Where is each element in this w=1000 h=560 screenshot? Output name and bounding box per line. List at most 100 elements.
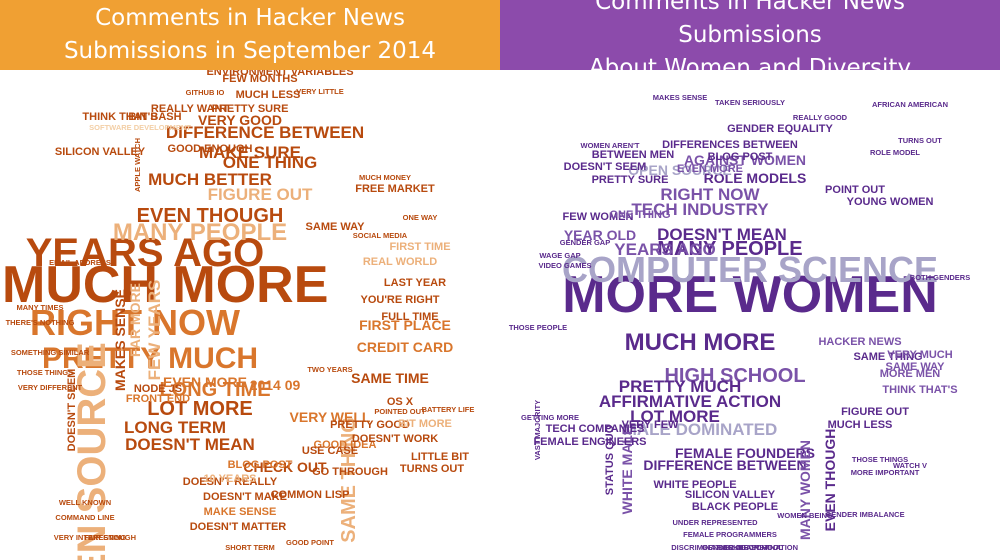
right-cloud-word: THINK THAT'S xyxy=(882,384,957,396)
right-cloud-word: MORE WOMEN xyxy=(562,266,938,324)
left-cloud-word: OS X xyxy=(387,396,414,408)
right-cloud-word: WOMEN BEING xyxy=(777,511,833,520)
left-cloud-word: THOSE THINGS xyxy=(17,368,73,377)
left-cloud-word: VERY GOOD xyxy=(198,112,282,128)
left-cloud-word: DOESN'T WORK xyxy=(352,433,438,445)
left-cloud-word: GOOD ENOUGH xyxy=(168,143,253,155)
left-cloud-word: MAKE SURE xyxy=(199,143,301,162)
right-cloud-word: WHITE PEOPLE xyxy=(653,479,736,491)
left-cloud-word: TWO YEARS xyxy=(307,365,352,374)
right-cloud-word: TECH INDUSTRY xyxy=(631,200,769,219)
left-cloud-word: GO THROUGH xyxy=(312,466,388,478)
left-cloud-word: 10 YEARS xyxy=(204,473,257,485)
left-cloud-word: SHORT TERM xyxy=(225,543,275,552)
right-cloud-word: FEMALE PROGRAMMERS xyxy=(683,530,777,539)
left-cloud-word: FAIR ENOUGH xyxy=(84,533,136,542)
left-cloud-word: MUCH MORE xyxy=(2,256,328,314)
left-cloud-word: TURNS OUT xyxy=(400,463,464,475)
left-cloud-word: APPLE WATCH xyxy=(133,138,142,192)
right-cloud-word: POINT OUT xyxy=(825,184,885,196)
left-cloud-word: GOOD POINT xyxy=(286,538,334,547)
left-cloud-word: FULL TIME xyxy=(381,311,438,323)
left-cloud-word: MUCH MONEY xyxy=(359,173,411,182)
right-cloud-word: MANY PEOPLE xyxy=(657,238,802,260)
right-cloud-word: AFRICAN AMERICAN xyxy=(872,100,948,109)
left-cloud-word: POINTED OUT xyxy=(374,407,426,416)
left-title-line-2: Submissions in September 2014 xyxy=(63,38,437,64)
right-cloud-word: OPEN SOURCE xyxy=(628,162,731,178)
right-cloud-word: EVEN MORE xyxy=(677,163,743,175)
right-cloud-word: REALLY GOOD xyxy=(793,113,848,122)
right-cloud-word: VIDEO GAMES xyxy=(539,261,592,270)
right-cloud-word: WOMEN AREN'T xyxy=(580,141,639,150)
left-cloud-word: DOESN'T MAKE xyxy=(203,491,287,503)
right-cloud-word: WATCH V xyxy=(893,461,927,470)
left-cloud-word: GOOD IDEA xyxy=(314,439,377,451)
right-cloud-word: GENDER DISCRIMINATION xyxy=(702,543,798,552)
left-cloud-word: SOCIAL MEDIA xyxy=(353,231,408,240)
left-cloud-word: THINK THAT'S xyxy=(82,111,157,123)
left-cloud-word: MUCH BETTER xyxy=(148,170,272,189)
right-cloud-word: TAKEN SERIOUSLY xyxy=(715,98,785,107)
right-cloud-word: MANY WOMEN xyxy=(797,440,813,540)
left-cloud-word: GITHUB IO xyxy=(186,88,225,97)
left-cloud-word: DOESN'T MATTER xyxy=(190,521,287,533)
right-cloud-word: FIGURE OUT xyxy=(841,406,909,418)
right-cloud-word: RIGHT NOW xyxy=(660,185,760,204)
right-cloud-word: GENDER GAP xyxy=(560,238,610,247)
right-cloud-word: DIFFERENCE BETWEEN xyxy=(643,457,806,473)
right-cloud-word: MAKES SENSE xyxy=(653,93,708,102)
left-cloud-word: DOESN'T REALLY xyxy=(183,476,278,488)
left-cloud-word: 2014 09 xyxy=(250,377,301,393)
left-cloud-word: EVEN THOUGH xyxy=(137,205,284,227)
left-cloud-word: LAST YEAR xyxy=(384,277,446,289)
right-cloud-word: YOUNG WOMEN xyxy=(847,196,934,208)
left-cloud-word: MUCH LESS xyxy=(236,89,301,101)
right-cloud-word: DISCRIMINATION AGAINST xyxy=(671,543,769,552)
right-cloud-word: GETTING MORE xyxy=(521,413,579,422)
left-cloud-word: MANY PEOPLE xyxy=(113,219,287,246)
left-cloud-word: USE CASE xyxy=(302,445,358,457)
right-cloud-word: TURNS OUT xyxy=(898,136,942,145)
left-cloud-word: MAKES SENSE xyxy=(112,289,128,391)
left-word-cloud-panel: Comments in Hacker News Submissions in S… xyxy=(0,0,500,560)
right-cloud-word: FEMALE FOUNDERS xyxy=(675,445,815,461)
left-cloud-word: THERE'S NOTHING xyxy=(6,318,75,327)
left-cloud-word: YOU'RE RIGHT xyxy=(360,294,439,306)
left-cloud-word: REAL WORLD xyxy=(363,256,437,268)
right-cloud-word: AGAINST WOMEN xyxy=(684,152,806,168)
left-cloud-word: RIGHT NOW xyxy=(30,302,240,343)
right-cloud-word: PRETTY SURE xyxy=(592,174,669,186)
left-title-line-1: Comments in Hacker News xyxy=(95,5,405,31)
left-cloud-word: BIT MORE xyxy=(398,418,452,430)
right-cloud-word: LOT MORE xyxy=(630,407,720,426)
left-cloud-word: OPEN SOURCE xyxy=(70,342,114,560)
right-cloud-word: HACKER NEWS xyxy=(818,336,901,348)
left-cloud-word: CREDIT CARD xyxy=(357,339,453,355)
left-panel-header: Comments in Hacker News Submissions in S… xyxy=(0,0,500,70)
right-cloud-word: SAME THING xyxy=(853,351,922,363)
left-cloud-word: REALLY WANT xyxy=(151,103,230,115)
left-cloud-word: DIFFERENCE BETWEEN xyxy=(166,123,364,142)
right-cloud-word: ROLE MODEL xyxy=(870,148,920,157)
left-cloud-word: YEARS AGO xyxy=(26,231,265,275)
right-cloud-word: THOSE THINGS xyxy=(852,455,908,464)
left-cloud-word: CHECK OUT xyxy=(243,459,327,475)
right-cloud-word: HACKER SCHOOL xyxy=(717,543,784,552)
right-cloud-word: ROLE MODELS xyxy=(704,170,807,186)
right-title-line-1: Comments in Hacker News Submissions xyxy=(595,0,905,48)
left-cloud-word: MAKE SENSE xyxy=(204,506,277,518)
right-cloud-word: FEW WOMEN xyxy=(563,211,634,223)
right-cloud-word: COMPUTER SCIENCE xyxy=(562,249,938,290)
right-title-line-2: About Women and Diversity xyxy=(588,54,912,81)
right-cloud-word: WHITE MALE xyxy=(619,426,635,515)
left-cloud-word: NODE JS xyxy=(134,383,182,395)
right-cloud-word: SAME WAY xyxy=(886,361,946,373)
left-cloud-word: PRETTY SURE xyxy=(212,103,289,115)
right-cloud-word: HIGH SCHOOL xyxy=(664,365,805,387)
left-cloud-word: FAR MORE xyxy=(127,283,143,357)
right-word-cloud-panel: Comments in Hacker News Submissions Abou… xyxy=(500,0,1000,560)
right-cloud-word: YEAR OLD xyxy=(564,227,636,243)
